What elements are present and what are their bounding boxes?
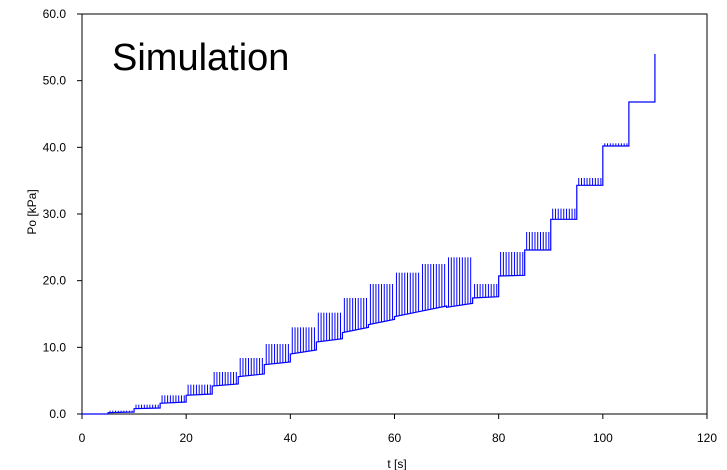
x-tick-label: 60 [388, 431, 402, 445]
chart-title: Simulation [112, 37, 289, 79]
y-tick-label: 40.0 [43, 140, 67, 154]
y-tick-label: 10.0 [43, 340, 67, 354]
x-tick-label: 0 [79, 431, 86, 445]
y-tick-label: 50.0 [43, 74, 67, 88]
y-tick-label: 60.0 [43, 7, 67, 21]
y-tick-label: 0.0 [49, 407, 66, 421]
series-layer [82, 54, 656, 415]
x-tick-label: 20 [179, 431, 193, 445]
x-tick-label: 80 [492, 431, 506, 445]
x-tick-label: 100 [593, 431, 613, 445]
x-tick-label: 120 [697, 431, 717, 445]
y-tick-label: 20.0 [43, 274, 67, 288]
y-axis-ticks: 0.0 10.0 20.0 30.0 40.0 50.0 60.0 [43, 7, 82, 421]
x-tick-label: 40 [284, 431, 298, 445]
y-axis-label: Po [kPa] [25, 189, 39, 234]
y-tick-label: 30.0 [43, 207, 67, 221]
x-axis-label: t [s] [387, 457, 406, 470]
x-axis-ticks: 0 20 40 60 80 100 120 [79, 414, 717, 445]
